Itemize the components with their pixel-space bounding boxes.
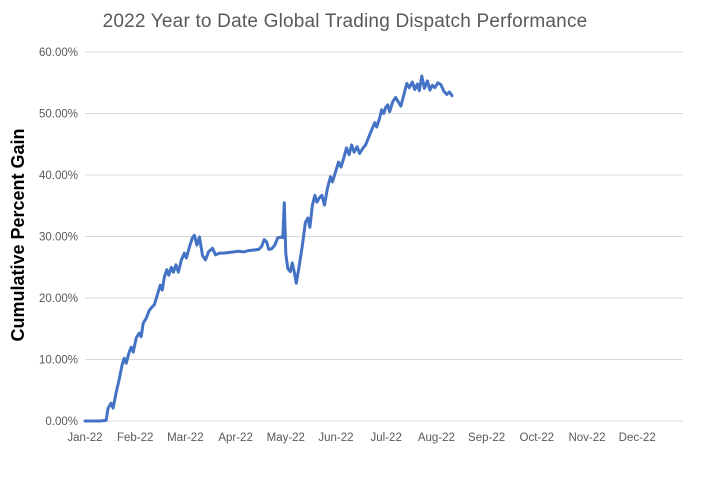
x-tick-label: Dec-22 [619, 432, 656, 444]
x-tick-label: Aug-22 [418, 432, 455, 444]
series-line [83, 74, 454, 423]
x-tick-label: Apr-22 [218, 432, 253, 444]
x-tick-label: Jan-22 [67, 432, 102, 444]
y-tick-label: 30.00% [39, 232, 78, 244]
y-axis-title: Cumulative Percent Gain [8, 128, 28, 342]
y-tick-label: 20.00% [39, 293, 78, 305]
chart-title: 2022 Year to Date Global Trading Dispatc… [102, 11, 588, 32]
x-tick-label: Feb-22 [117, 432, 153, 444]
x-tick-label: Sep-22 [468, 432, 505, 444]
x-tick-label: Mar-22 [167, 432, 203, 444]
y-tick-label: 50.00% [39, 109, 78, 121]
y-tick-label: 10.00% [39, 355, 78, 367]
x-tick-label: May-22 [267, 432, 305, 444]
x-tick-label: Nov-22 [568, 432, 605, 444]
x-tick-label: Oct-22 [520, 432, 555, 444]
y-tick-label: 40.00% [39, 170, 78, 182]
x-tick-label: Jul-22 [371, 432, 402, 444]
y-tick-label: 0.00% [45, 416, 78, 428]
x-tick-label: Jun-22 [318, 432, 353, 444]
y-tick-label: 60.00% [39, 47, 78, 59]
